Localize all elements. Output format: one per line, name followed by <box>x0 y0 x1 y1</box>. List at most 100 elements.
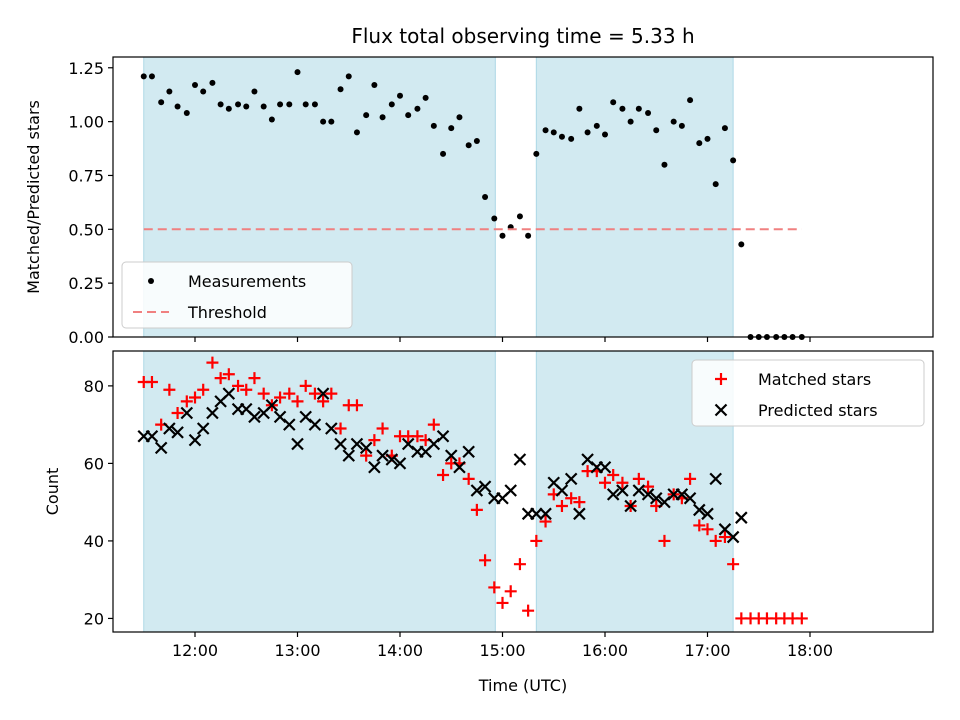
predicted-stars-point <box>308 418 322 431</box>
chart-title: Flux total observing time = 5.33 h <box>351 24 694 48</box>
matched-stars-point <box>599 476 611 489</box>
predicted-stars-point <box>188 433 202 447</box>
measurement-point <box>311 101 318 108</box>
measurement-point <box>558 133 565 140</box>
y-tick-label: 0.00 <box>68 328 104 347</box>
measurement-point <box>550 129 557 136</box>
measurement-point <box>268 116 275 123</box>
matched-stars-point <box>632 472 645 485</box>
matched-stars-point <box>376 422 389 435</box>
predicted-stars-point <box>163 422 176 435</box>
matched-stars-point <box>180 395 193 408</box>
measurement-point <box>294 69 301 76</box>
predicted-stars-point <box>573 507 586 521</box>
measurement-point <box>619 105 626 112</box>
observing-window-2 <box>535 56 734 338</box>
matched-stars-point <box>189 391 201 404</box>
measurement-point <box>209 79 216 86</box>
x-tick-label: 16:00 <box>582 641 628 660</box>
matched-stars-point <box>317 395 330 408</box>
matched-stars-point <box>555 500 568 513</box>
y-tick-label: 1.00 <box>68 113 104 132</box>
measurement-point <box>687 97 694 104</box>
plot-frame <box>112 56 934 338</box>
matched-stars-point <box>795 612 808 625</box>
measurement-point <box>217 101 224 108</box>
measurement-point <box>738 241 745 248</box>
measurement-point <box>516 213 523 220</box>
y-axis-label: Matched/Predicted stars <box>24 100 43 294</box>
predicted-stars-point <box>453 460 466 474</box>
measurement-point <box>251 88 258 95</box>
measurement-point <box>635 105 642 112</box>
matched-stars-point <box>283 387 296 400</box>
matched-stars-point <box>437 469 450 482</box>
predicted-stars-point <box>342 449 356 462</box>
measurement-point <box>277 101 284 108</box>
legend-label: Matched stars <box>758 370 871 389</box>
matched-stars-point <box>496 596 509 609</box>
series-predicted-stars <box>137 387 748 544</box>
measurement-point <box>456 114 463 121</box>
measurement-point <box>337 86 344 93</box>
y-tick-label: 80 <box>84 377 104 396</box>
measurement-point <box>653 127 660 134</box>
predicted-stars-point <box>701 507 714 521</box>
measurement-point <box>499 232 506 239</box>
predicted-stars-point <box>504 484 517 497</box>
matched-stars-point <box>565 492 578 505</box>
matched-stars-point <box>693 519 706 532</box>
measurement-point <box>388 101 395 108</box>
predicted-stars-point <box>709 472 722 486</box>
measurement-point <box>730 157 737 164</box>
measurement-point <box>712 181 719 188</box>
measurement-point <box>482 194 489 200</box>
measurement-point <box>183 110 190 116</box>
predicted-stars-point <box>675 488 689 501</box>
matched-stars-point <box>232 379 245 392</box>
measurement-point <box>243 103 250 110</box>
matched-stars-point <box>718 531 731 544</box>
measurement-point <box>192 82 198 88</box>
predicted-stars-point <box>598 460 612 474</box>
measurement-point <box>430 122 437 129</box>
measurement-point <box>320 118 327 125</box>
measurement-point <box>465 142 472 149</box>
y-tick-label: 60 <box>84 454 104 473</box>
matched-stars-point <box>684 472 697 485</box>
measurement-point <box>345 73 352 80</box>
matched-stars-point <box>616 476 629 489</box>
series-matched-stars <box>137 356 808 625</box>
matched-stars-point <box>607 469 620 482</box>
predicted-stars-point <box>513 453 527 466</box>
x-tick-label: 13:00 <box>274 641 320 660</box>
predicted-stars-point <box>291 437 304 451</box>
predicted-stars-point <box>196 422 210 435</box>
panel-1: 0.00 0.25 0.50 0.75 1.00 1.25 Matched/Predicte… <box>24 24 934 347</box>
predicted-stars-point <box>530 507 543 521</box>
predicted-stars-point <box>154 441 168 455</box>
matched-stars-point <box>504 585 517 598</box>
measurement-point <box>645 110 652 116</box>
matched-stars-point <box>539 515 552 528</box>
x-tick-label: 12:00 <box>172 641 218 660</box>
measurement-point <box>533 150 540 157</box>
predicted-stars-point <box>444 449 458 462</box>
measurement-point <box>576 105 583 112</box>
matched-stars-point <box>171 407 184 420</box>
predicted-stars-point <box>206 406 219 420</box>
legend-marker-x <box>714 403 728 417</box>
measurement-point <box>363 112 370 119</box>
predicted-stars-point <box>316 387 330 400</box>
measurement-point <box>225 105 232 112</box>
panel-2: 20 40 60 80 12:00 13:00 14:00 15:00 16:00 17:00 18… <box>43 350 934 695</box>
measurement-point <box>379 114 386 121</box>
measurement-point <box>302 101 309 108</box>
measurement-point <box>148 73 155 80</box>
matched-stars-point <box>658 534 671 547</box>
matched-stars-point <box>479 554 492 567</box>
x-tick-label: 15:00 <box>479 641 525 660</box>
matched-stars-point <box>427 418 440 431</box>
measurement-point <box>542 127 549 134</box>
